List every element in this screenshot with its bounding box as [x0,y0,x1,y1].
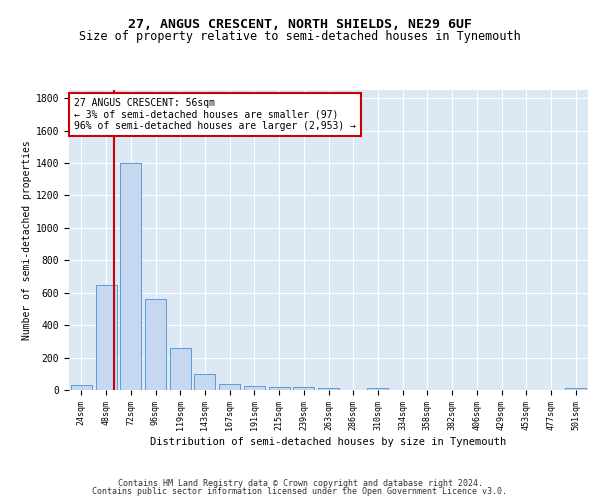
X-axis label: Distribution of semi-detached houses by size in Tynemouth: Distribution of semi-detached houses by … [151,436,506,446]
Text: Contains HM Land Registry data © Crown copyright and database right 2024.: Contains HM Land Registry data © Crown c… [118,478,482,488]
Y-axis label: Number of semi-detached properties: Number of semi-detached properties [22,140,32,340]
Bar [293,387,314,390]
Bar [565,388,586,390]
Bar [269,387,290,390]
Bar [145,299,166,390]
Bar [170,348,191,390]
Text: 27, ANGUS CRESCENT, NORTH SHIELDS, NE29 6UF: 27, ANGUS CRESCENT, NORTH SHIELDS, NE29 … [128,18,472,30]
Bar [219,384,240,390]
Bar [318,388,339,390]
Bar [367,388,388,390]
Bar [95,284,116,390]
Bar [244,386,265,390]
Bar [71,385,92,390]
Text: Size of property relative to semi-detached houses in Tynemouth: Size of property relative to semi-detach… [79,30,521,43]
Bar [120,163,141,390]
Text: 27 ANGUS CRESCENT: 56sqm
← 3% of semi-detached houses are smaller (97)
96% of se: 27 ANGUS CRESCENT: 56sqm ← 3% of semi-de… [74,98,356,130]
Bar [194,374,215,390]
Text: Contains public sector information licensed under the Open Government Licence v3: Contains public sector information licen… [92,487,508,496]
